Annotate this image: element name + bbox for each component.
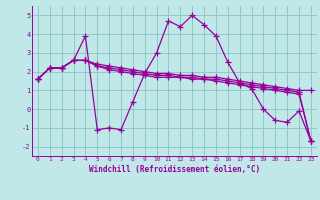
X-axis label: Windchill (Refroidissement éolien,°C): Windchill (Refroidissement éolien,°C) [89, 165, 260, 174]
